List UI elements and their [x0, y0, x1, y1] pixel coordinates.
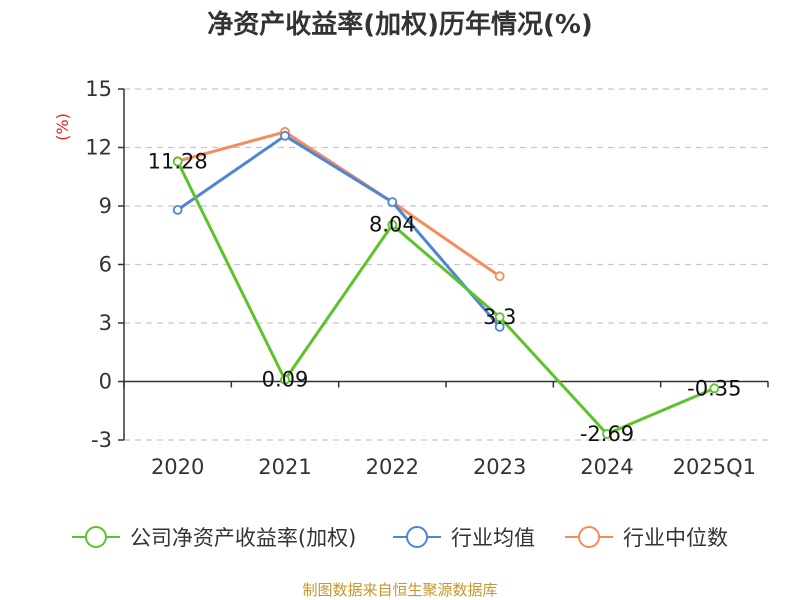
series-1 — [172, 130, 505, 332]
x-tick-label: 2021 — [258, 455, 311, 479]
legend[interactable]: 公司净资产收益率(加权) 行业均值 行业中位数 — [71, 526, 728, 550]
x-tick-label: 2023 — [473, 455, 526, 479]
legend-marker-icon — [578, 526, 601, 548]
series-line — [176, 160, 715, 436]
data-point[interactable] — [387, 197, 398, 208]
x-tick-labels: 2020 2021 2022 2023 2024 2025Q1 — [151, 455, 756, 479]
x-tick-label: 2025Q1 — [673, 455, 756, 479]
data-point[interactable] — [280, 130, 290, 141]
y-tick-labels: 15 12 9 6 3 0 -3 — [85, 77, 112, 452]
y-tick-label: 0 — [99, 370, 112, 394]
data-label: 8.04 — [369, 213, 416, 237]
legend-label: 公司净资产收益率(加权) — [130, 526, 356, 550]
legend-item[interactable]: 行业均值 — [393, 526, 535, 550]
legend-marker-icon — [84, 526, 107, 548]
y-tick-label: 6 — [99, 253, 112, 277]
y-tick-label: 12 — [85, 136, 112, 160]
data-point[interactable] — [494, 321, 505, 332]
data-label: 3.3 — [483, 305, 516, 329]
legend-marker-icon — [406, 526, 429, 548]
data-label: -2.69 — [580, 422, 634, 446]
data-label: 0.09 — [262, 368, 309, 392]
data-point[interactable] — [172, 156, 183, 167]
y-tick-label: 15 — [85, 77, 112, 101]
legend-item[interactable]: 公司净资产收益率(加权) — [71, 526, 356, 550]
data-point[interactable] — [494, 312, 505, 323]
chart-title: 净资产收益率(加权)历年情况(%) — [207, 9, 593, 40]
y-tick-label: -3 — [91, 428, 112, 452]
legend-label: 行业中位数 — [623, 526, 728, 550]
data-point[interactable] — [709, 383, 720, 394]
data-point[interactable] — [494, 271, 505, 282]
source-note: 制图数据来自恒生聚源数据库 — [302, 581, 497, 599]
y-tick-label: 9 — [99, 194, 112, 218]
data-point[interactable] — [387, 219, 398, 230]
y-axis-unit-label: (%) — [53, 113, 72, 141]
data-label: -0.35 — [687, 376, 741, 400]
x-tick-label: 2024 — [580, 455, 633, 479]
data-point[interactable] — [280, 374, 290, 385]
axes — [123, 89, 769, 440]
data-labels: 11.28 0.09 8.04 3.3 -2.69 -0.35 — [148, 150, 742, 446]
legend-item[interactable]: 行业中位数 — [565, 526, 728, 550]
series-group — [172, 126, 720, 439]
y-tick-label: 3 — [99, 311, 112, 335]
series-0 — [172, 156, 720, 439]
data-point[interactable] — [172, 204, 183, 215]
data-label: 11.28 — [148, 150, 208, 174]
grid-lines — [118, 88, 768, 441]
x-tick-label: 2022 — [366, 455, 419, 479]
series-line — [177, 130, 501, 278]
legend-label: 行业均值 — [451, 526, 535, 550]
data-point[interactable] — [602, 429, 612, 439]
x-tick-label: 2020 — [151, 455, 204, 479]
series-line — [176, 134, 501, 328]
